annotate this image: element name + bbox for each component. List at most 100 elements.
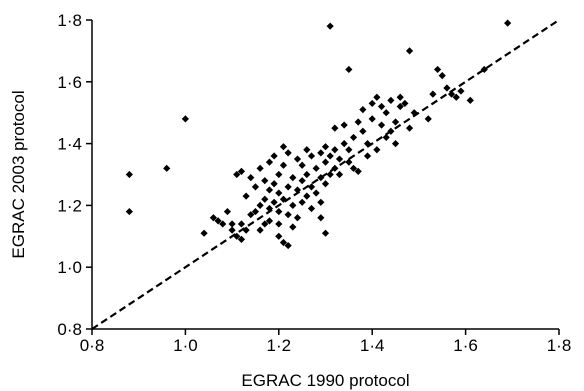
- data-point: [275, 207, 283, 216]
- data-point: [270, 198, 278, 206]
- data-point: [443, 84, 451, 92]
- data-point: [317, 149, 325, 157]
- data-point: [452, 93, 460, 101]
- data-point: [256, 226, 264, 234]
- data-point: [303, 170, 311, 179]
- data-point: [242, 192, 250, 200]
- data-point: [256, 201, 264, 209]
- y-axis-title: EGRAC 2003 protocol: [9, 90, 28, 258]
- x-axis-title: EGRAC 1990 protocol: [241, 371, 409, 390]
- x-tick-label: 1·0: [173, 336, 198, 355]
- data-point: [163, 164, 171, 172]
- data-point: [293, 214, 302, 222]
- data-point: [284, 183, 292, 191]
- data-point: [251, 207, 260, 216]
- y-tick-label: 1·4: [57, 135, 82, 154]
- data-point: [181, 115, 189, 123]
- data-point: [401, 99, 409, 108]
- data-point: [289, 223, 297, 231]
- y-tick-label: 1·0: [57, 258, 82, 277]
- data-point: [289, 201, 297, 209]
- data-point: [284, 149, 292, 157]
- data-point: [387, 96, 395, 104]
- data-point: [298, 177, 306, 185]
- data-point: [307, 204, 316, 213]
- data-point: [354, 167, 362, 176]
- data-point: [363, 152, 372, 160]
- data-point: [424, 115, 432, 123]
- y-tick-label: 1·8: [57, 11, 82, 30]
- data-point: [307, 152, 316, 160]
- data-point: [209, 214, 218, 222]
- data-point: [387, 127, 395, 135]
- x-tick-label: 0·8: [80, 336, 105, 355]
- data-point: [396, 102, 404, 111]
- data-point: [340, 121, 348, 129]
- data-point: [270, 152, 278, 160]
- data-point: [265, 158, 274, 166]
- data-point: [326, 22, 334, 30]
- data-point: [349, 133, 358, 142]
- identity-reference-line: [91, 19, 560, 330]
- data-point: [391, 118, 400, 126]
- data-point: [312, 189, 320, 197]
- data-point: [363, 140, 372, 148]
- data-point: [396, 93, 404, 101]
- data-point: [214, 217, 222, 225]
- y-axis-ticks: 0·8 1·0 1·2 1·4 1·6 1·8: [57, 11, 92, 339]
- data-point: [321, 229, 330, 237]
- data-point: [321, 143, 330, 151]
- data-point: [237, 220, 246, 228]
- data-point: [480, 65, 488, 74]
- data-point: [405, 47, 414, 55]
- data-point: [466, 96, 474, 104]
- y-tick-label: 1·2: [57, 196, 82, 215]
- data-point: [237, 235, 246, 243]
- data-point: [405, 124, 414, 132]
- data-point: [228, 226, 236, 234]
- data-point: [504, 19, 512, 27]
- data-point: [247, 173, 255, 182]
- data-point: [438, 72, 446, 80]
- data-point: [125, 207, 133, 216]
- data-point: [265, 217, 274, 225]
- data-point: [368, 115, 376, 123]
- data-point: [289, 173, 297, 182]
- data-point: [298, 161, 306, 169]
- data-point: [335, 170, 344, 179]
- data-point: [321, 180, 330, 188]
- data-point: [373, 93, 381, 101]
- data-point: [382, 133, 390, 142]
- data-point: [228, 220, 236, 228]
- data-point: [317, 198, 325, 206]
- x-axis-ticks: 0·8 1·0 1·2 1·4 1·6 1·8: [80, 329, 572, 355]
- data-point: [377, 102, 386, 111]
- data-point: [242, 226, 250, 234]
- data-point: [275, 170, 283, 179]
- data-point: [279, 161, 288, 169]
- data-point: [354, 118, 362, 126]
- data-point: [279, 143, 288, 151]
- data-point: [275, 189, 283, 197]
- data-point: [237, 167, 246, 176]
- data-point: [275, 220, 283, 228]
- data-point: [345, 146, 353, 154]
- x-tick-label: 1·2: [267, 336, 292, 355]
- data-point: [429, 90, 437, 98]
- data-point: [265, 204, 274, 213]
- data-point: [303, 192, 311, 200]
- data-point: [125, 170, 133, 179]
- data-point: [261, 177, 269, 185]
- data-point: [382, 109, 390, 117]
- x-tick-label: 1·4: [360, 336, 385, 355]
- data-point: [359, 127, 367, 135]
- data-point: [331, 146, 339, 154]
- data-point: [312, 164, 320, 172]
- data-point: [293, 186, 302, 194]
- data-point: [410, 109, 418, 117]
- data-point: [317, 214, 325, 222]
- data-point: [223, 207, 232, 216]
- data-point: [326, 152, 334, 160]
- x-tick-label: 1·8: [547, 336, 572, 355]
